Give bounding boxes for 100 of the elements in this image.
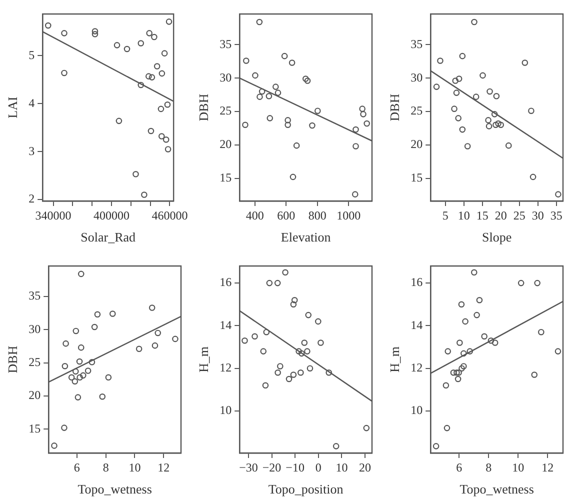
x-tick-label: 5 bbox=[442, 208, 448, 222]
x-tick-label: 25 bbox=[513, 208, 526, 222]
point bbox=[454, 369, 460, 376]
x-tick-label: −30 bbox=[239, 460, 258, 474]
point bbox=[158, 106, 164, 112]
point bbox=[146, 30, 152, 36]
y-tick-label: 2 bbox=[28, 192, 35, 206]
point bbox=[148, 128, 154, 134]
y-tick-label: 15 bbox=[410, 170, 423, 184]
point bbox=[252, 333, 258, 340]
point bbox=[72, 378, 78, 385]
point bbox=[260, 348, 267, 354]
point bbox=[481, 333, 488, 340]
x-tick-label: 6 bbox=[74, 460, 80, 474]
y-axis-title: DBH bbox=[196, 94, 212, 122]
point bbox=[277, 363, 284, 370]
point bbox=[472, 94, 480, 100]
point bbox=[462, 318, 468, 325]
point bbox=[454, 376, 462, 382]
x-tick-label: 10 bbox=[128, 460, 141, 474]
point bbox=[470, 269, 478, 276]
y-tick-label: 5 bbox=[28, 48, 35, 62]
x-tick-label: 0 bbox=[315, 460, 322, 474]
point bbox=[274, 369, 281, 376]
point bbox=[304, 78, 311, 84]
point bbox=[242, 122, 248, 128]
point bbox=[518, 280, 524, 286]
y-tick-label: 20 bbox=[220, 137, 232, 152]
point bbox=[305, 312, 312, 318]
point bbox=[451, 106, 458, 112]
point bbox=[460, 363, 467, 370]
point bbox=[286, 376, 292, 382]
point bbox=[293, 142, 300, 149]
point bbox=[161, 50, 168, 56]
point bbox=[290, 174, 296, 180]
y-tick-label: 25 bbox=[220, 104, 232, 118]
x-axis-title: Elevation bbox=[280, 230, 332, 245]
point bbox=[450, 369, 457, 376]
point bbox=[444, 348, 452, 354]
point bbox=[281, 52, 288, 60]
x-tick-label: 20 bbox=[494, 208, 507, 222]
point bbox=[162, 136, 170, 143]
y-tick-label: 15 bbox=[28, 421, 41, 436]
point bbox=[243, 58, 250, 64]
point bbox=[309, 122, 316, 129]
x-tick-label: 460000 bbox=[152, 208, 188, 222]
point bbox=[262, 382, 269, 389]
y-tick-label: 12 bbox=[410, 360, 423, 375]
x-tick-label: 30 bbox=[532, 208, 544, 222]
y-tick-label: 10 bbox=[410, 403, 423, 418]
point bbox=[166, 18, 172, 25]
point bbox=[44, 22, 52, 29]
point bbox=[304, 348, 310, 354]
point bbox=[332, 443, 340, 450]
point bbox=[360, 111, 366, 118]
point bbox=[109, 310, 116, 317]
y-tick-label: 20 bbox=[410, 137, 423, 152]
point bbox=[456, 369, 462, 376]
point bbox=[530, 174, 536, 180]
point bbox=[495, 120, 502, 127]
y-tick-label: 20 bbox=[28, 388, 41, 402]
y-tick-label: 35 bbox=[28, 288, 41, 303]
point bbox=[352, 143, 359, 150]
x-tick-label: 10 bbox=[512, 460, 524, 474]
point bbox=[459, 52, 466, 60]
point bbox=[146, 73, 152, 80]
x-tick-label: 340000 bbox=[35, 208, 72, 222]
y-tick-label: 25 bbox=[28, 354, 41, 369]
point bbox=[363, 424, 370, 432]
point bbox=[492, 122, 499, 128]
point bbox=[298, 369, 304, 376]
point bbox=[164, 146, 172, 152]
point bbox=[442, 382, 450, 389]
point bbox=[460, 350, 467, 357]
point bbox=[68, 374, 75, 381]
point bbox=[114, 42, 120, 48]
point bbox=[474, 312, 480, 318]
point bbox=[256, 18, 263, 26]
point bbox=[306, 365, 314, 372]
y-tick-label: 15 bbox=[220, 170, 232, 184]
point bbox=[263, 328, 270, 336]
point bbox=[538, 328, 544, 336]
point bbox=[290, 372, 297, 378]
y-axis-title: DBH bbox=[5, 346, 20, 374]
point bbox=[318, 340, 324, 346]
point bbox=[432, 443, 440, 450]
point bbox=[61, 424, 68, 431]
x-tick-label: 600 bbox=[277, 208, 296, 222]
point bbox=[158, 133, 165, 140]
x-axis-title: Topo_position bbox=[268, 482, 344, 497]
point bbox=[498, 122, 504, 128]
x-tick-label: 12 bbox=[158, 460, 170, 474]
point bbox=[80, 372, 86, 379]
point bbox=[456, 76, 462, 82]
point bbox=[528, 108, 534, 114]
point bbox=[132, 171, 139, 178]
point bbox=[459, 126, 466, 133]
point bbox=[274, 90, 282, 96]
point bbox=[486, 123, 492, 130]
point bbox=[298, 350, 305, 357]
